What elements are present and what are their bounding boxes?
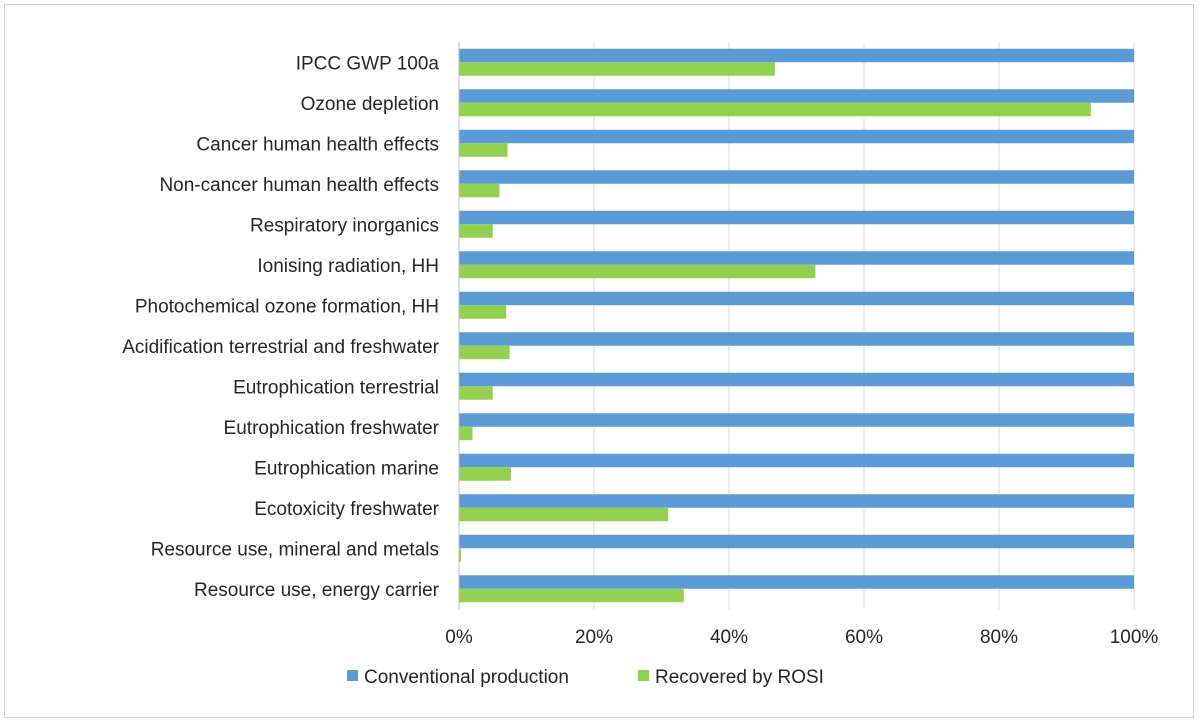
- bar-recovered-by-rosi: [459, 588, 684, 603]
- category-label: Ozone depletion: [301, 94, 439, 115]
- category-label: Non-cancer human health effects: [159, 175, 439, 196]
- bar-conventional-production: [459, 291, 1134, 306]
- category-label: Eutrophication marine: [254, 458, 439, 479]
- legend-label: Recovered by ROSI: [655, 667, 824, 688]
- bar-recovered-by-rosi: [459, 548, 462, 562]
- bar-recovered-by-rosi: [459, 386, 493, 400]
- category-label: Resource use, energy carrier: [194, 580, 440, 601]
- x-tick-label: 100%: [1110, 627, 1159, 648]
- bar-recovered-by-rosi: [459, 305, 507, 319]
- chart-frame: IPCC GWP 100a Ozone depletion Cancer human…: [4, 4, 1194, 718]
- bar-conventional-production: [459, 89, 1134, 103]
- bars: [459, 48, 1134, 603]
- category-labels: IPCC GWP 100a Ozone depletion Cancer human…: [122, 53, 439, 601]
- bar-conventional-production: [459, 170, 1134, 184]
- bar-chart: IPCC GWP 100a Ozone depletion Cancer human…: [122, 42, 1158, 688]
- bar-recovered-by-rosi: [459, 224, 493, 238]
- bar-recovered-by-rosi: [459, 264, 816, 279]
- bar-conventional-production: [459, 251, 1134, 265]
- bar-conventional-production: [459, 210, 1134, 225]
- category-label: Ecotoxicity freshwater: [254, 499, 439, 520]
- bar-recovered-by-rosi: [459, 507, 669, 522]
- x-tick-label: 60%: [845, 627, 883, 648]
- legend-swatch-recovered-by-rosi: [638, 670, 649, 681]
- bar-conventional-production: [459, 372, 1134, 387]
- bar-recovered-by-rosi: [459, 345, 510, 360]
- x-tick-label: 20%: [575, 627, 613, 648]
- category-label: Acidification terrestrial and freshwater: [122, 337, 439, 358]
- bar-conventional-production: [459, 129, 1134, 144]
- bar-conventional-production: [459, 453, 1134, 468]
- bar-conventional-production: [459, 494, 1134, 508]
- bar-conventional-production: [459, 534, 1134, 549]
- category-label: Cancer human health effects: [196, 134, 439, 155]
- gridlines: [593, 42, 1135, 609]
- bar-recovered-by-rosi: [459, 102, 1091, 117]
- bar-recovered-by-rosi: [459, 426, 473, 441]
- category-label: Eutrophication terrestrial: [233, 377, 439, 398]
- bar-recovered-by-rosi: [459, 62, 775, 76]
- legend-label: Conventional production: [364, 667, 569, 688]
- bar-recovered-by-rosi: [459, 183, 500, 198]
- x-tick-label: 40%: [710, 627, 748, 648]
- x-tick-label: 80%: [980, 627, 1018, 648]
- legend: Conventional production Recovered by ROSI: [347, 667, 824, 688]
- category-label: Eutrophication freshwater: [224, 418, 440, 439]
- x-tick-label: 0%: [445, 627, 473, 648]
- category-label: Resource use, mineral and metals: [151, 539, 439, 560]
- bar-recovered-by-rosi: [459, 143, 508, 157]
- legend-swatch-conventional-production: [347, 670, 358, 681]
- category-label: Photochemical ozone formation, HH: [135, 296, 439, 317]
- bar-conventional-production: [459, 332, 1134, 346]
- category-label: Respiratory inorganics: [250, 215, 439, 236]
- category-label: IPCC GWP 100a: [296, 53, 440, 74]
- category-label: Ionising radiation, HH: [257, 256, 439, 277]
- bar-recovered-by-rosi: [459, 467, 511, 481]
- bar-conventional-production: [459, 48, 1134, 63]
- tick-labels: 0% 20% 40% 60% 80% 100%: [445, 627, 1158, 648]
- bar-conventional-production: [459, 575, 1134, 589]
- bar-conventional-production: [459, 413, 1134, 427]
